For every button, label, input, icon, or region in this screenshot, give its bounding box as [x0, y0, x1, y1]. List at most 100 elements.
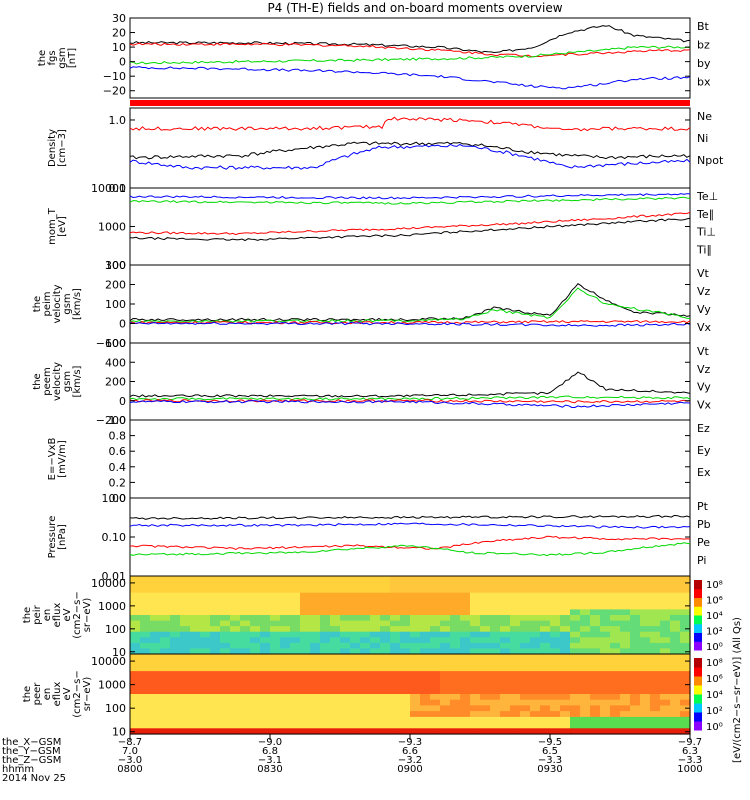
- heatmap-cell: [290, 699, 301, 706]
- heatmap-cell: [320, 615, 331, 622]
- legend-Npot: Npot: [697, 154, 724, 167]
- series-line-blue: [129, 66, 691, 90]
- heatmap-cell: [680, 665, 691, 672]
- legend-Vx: Vx: [697, 398, 712, 411]
- heatmap-cell: [410, 581, 421, 588]
- heatmap-cell: [500, 716, 511, 724]
- heatmap-cell: [240, 688, 251, 695]
- heatmap-cell: [300, 603, 311, 611]
- heatmap-cell: [230, 587, 241, 594]
- heatmap-cell: [270, 592, 281, 599]
- heatmap-cell: [530, 576, 541, 583]
- heatmap-cell: [170, 631, 181, 638]
- heatmap-cell: [510, 576, 521, 583]
- heatmap-cell: [210, 694, 221, 701]
- heatmap-cell: [160, 648, 171, 655]
- heatmap-cell: [240, 728, 251, 735]
- heatmap-cell: [260, 654, 271, 661]
- heatmap-cell: [660, 711, 671, 718]
- legend-Pe: Pe: [697, 536, 710, 549]
- x-tick-label: 7.0: [122, 746, 138, 757]
- heatmap-cell: [230, 716, 241, 724]
- colorbar-segment: [694, 615, 702, 625]
- heatmap-cell: [640, 587, 651, 594]
- heatmap-cell: [680, 716, 691, 724]
- heatmap-cell: [160, 676, 171, 684]
- y-tick-label: 600: [105, 337, 126, 350]
- heatmap-cell: [650, 587, 661, 594]
- heatmap-cell: [340, 716, 351, 724]
- heatmap-cell: [170, 665, 181, 672]
- heatmap-cell: [290, 615, 301, 622]
- heatmap-cell: [590, 665, 601, 672]
- heatmap-cell: [480, 576, 491, 583]
- heatmap-cell: [200, 598, 211, 605]
- heatmap-cell: [130, 620, 141, 627]
- heatmap-cell: [390, 728, 401, 735]
- heatmap-cell: [490, 581, 501, 588]
- heatmap-cell: [150, 728, 161, 735]
- heatmap-cell: [530, 728, 541, 735]
- heatmap-cell: [260, 659, 271, 666]
- heatmap-cell: [530, 587, 541, 594]
- heatmap-cell: [510, 615, 521, 622]
- x-tick-label: −3.0: [118, 755, 142, 766]
- heatmap-cell: [130, 615, 141, 622]
- heatmap-cell: [160, 694, 171, 701]
- heatmap-cell: [250, 665, 261, 672]
- heatmap-cell: [470, 659, 481, 666]
- heatmap-cell: [330, 581, 341, 588]
- heatmap-cell: [640, 609, 651, 616]
- heatmap-cell: [660, 598, 671, 605]
- series-line-green: [129, 287, 691, 323]
- y-tick-label: 200: [105, 376, 126, 389]
- heatmap-cell: [400, 620, 411, 627]
- heatmap-cell: [260, 609, 271, 616]
- heatmap-cell: [480, 722, 491, 729]
- heatmap-cell: [560, 722, 571, 729]
- heatmap-cell: [470, 576, 481, 583]
- heatmap-cell: [300, 598, 311, 605]
- heatmap-cell: [150, 637, 161, 644]
- heatmap-cell: [420, 592, 431, 599]
- heatmap-cell: [550, 609, 561, 616]
- heatmap-cell: [410, 654, 421, 661]
- panel-peim: 3002001000−100thepeimvelocitygsm[km/s]Vt…: [32, 259, 712, 350]
- heatmap-cell: [670, 688, 681, 695]
- heatmap-cell: [270, 694, 281, 701]
- heatmap-cell: [340, 620, 351, 627]
- heatmap-cell: [500, 626, 511, 633]
- heatmap-cell: [480, 671, 491, 678]
- heatmap-cell: [540, 642, 551, 650]
- heatmap-cell: [380, 682, 391, 689]
- heatmap-cell: [190, 642, 201, 650]
- heatmap-cell: [520, 665, 531, 672]
- heatmap-cell: [300, 576, 311, 583]
- heatmap-cell: [640, 626, 651, 633]
- heatmap-cell: [660, 631, 671, 638]
- heatmap-cell: [390, 609, 401, 616]
- heatmap-cell: [300, 648, 311, 655]
- heatmap-cell: [570, 676, 581, 684]
- heatmap-cell: [620, 626, 631, 633]
- y-tick-label: 10000: [91, 655, 126, 668]
- heatmap-cell: [620, 620, 631, 627]
- heatmap-cell: [580, 637, 591, 644]
- heatmap-cell: [590, 637, 601, 644]
- heatmap-cell: [280, 659, 291, 666]
- heatmap-cell: [280, 603, 291, 611]
- y-tick-label: 200: [105, 279, 126, 292]
- heatmap-cell: [590, 688, 601, 695]
- heatmap-cell: [250, 609, 261, 616]
- heatmap-cell: [390, 637, 401, 644]
- heatmap-cell: [340, 615, 351, 622]
- heatmap-cell: [520, 615, 531, 622]
- heatmap-cell: [540, 626, 551, 633]
- heatmap-cell: [490, 682, 501, 689]
- heatmap-cell: [570, 603, 581, 611]
- heatmap-cell: [600, 711, 611, 718]
- heatmap-cell: [540, 665, 551, 672]
- heatmap-cell: [570, 654, 581, 661]
- heatmap-cell: [200, 711, 211, 718]
- heatmap-cell: [520, 699, 531, 706]
